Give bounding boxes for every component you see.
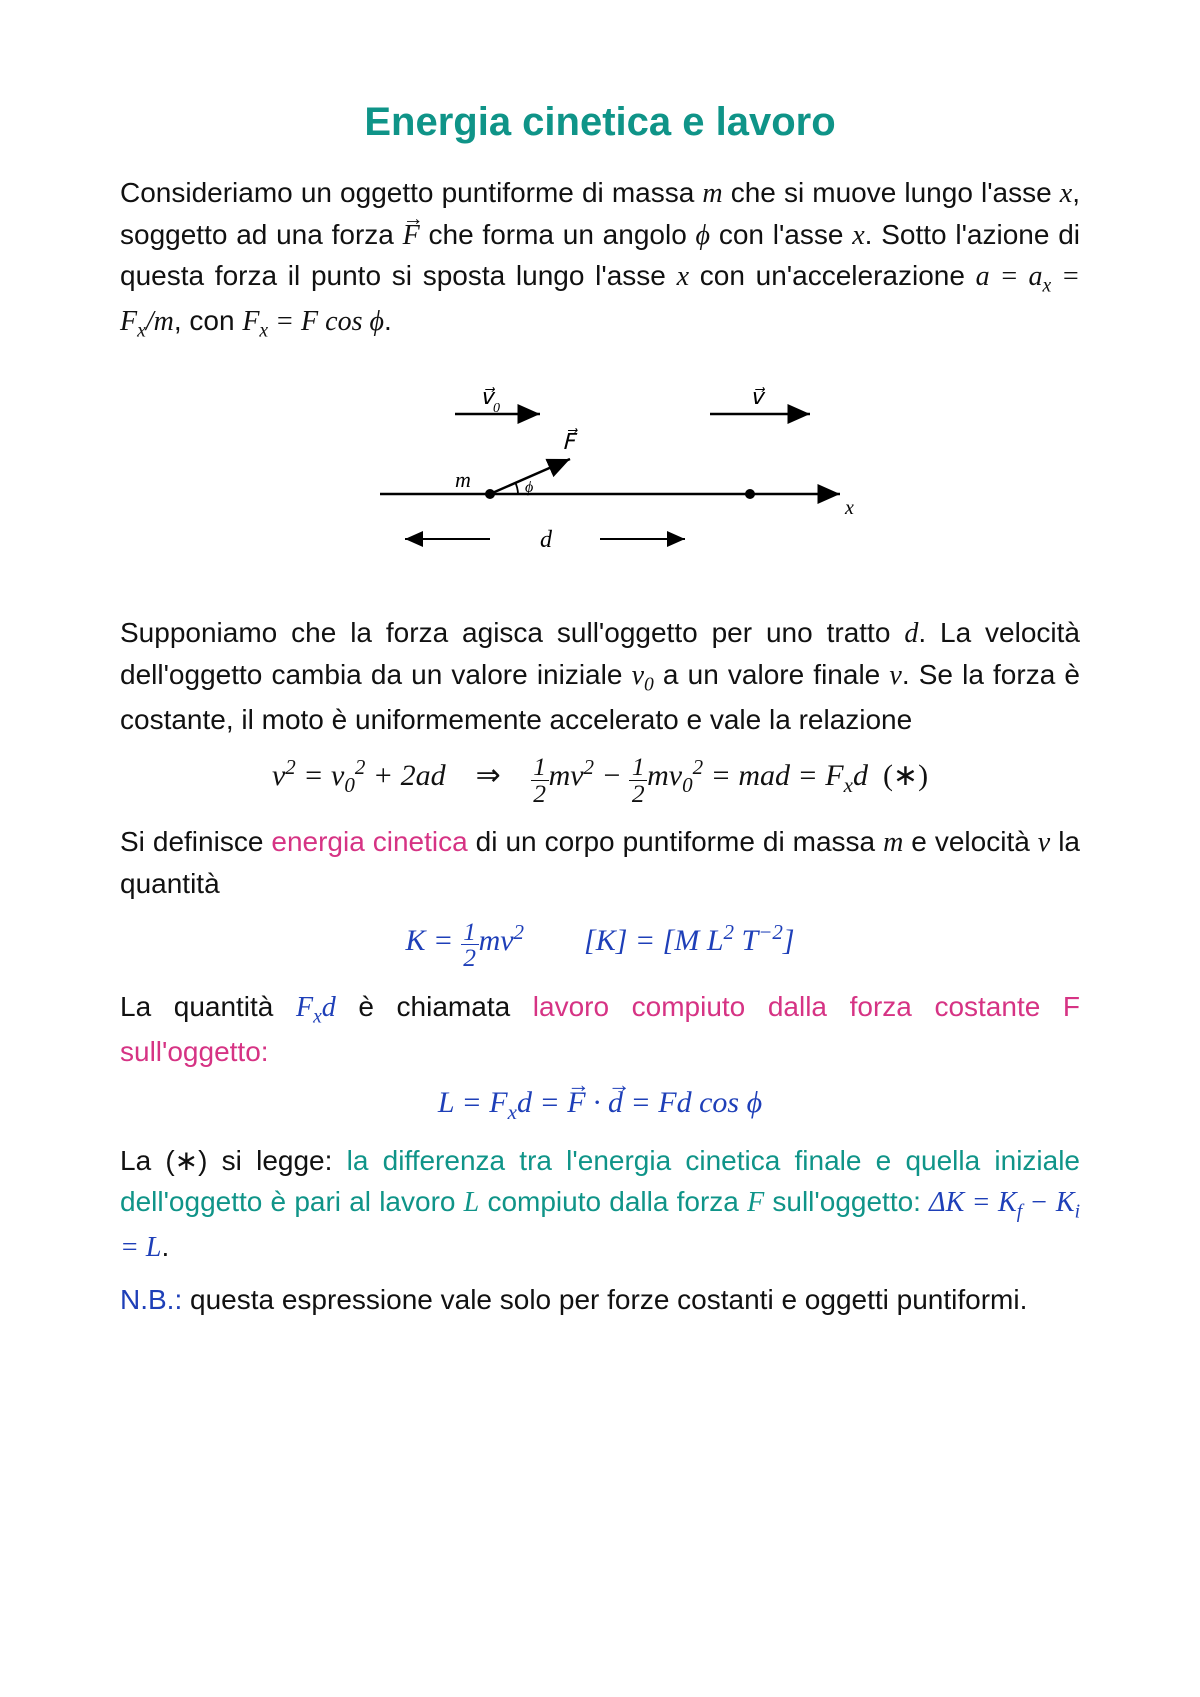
phi-label: ϕ [525,479,533,496]
m-label: m [455,467,471,492]
p1-F: F [403,216,420,257]
p4-t1: La quantità [120,991,296,1022]
p1-x1: x [1060,178,1072,209]
eq2-k: K = 12mv2 [405,924,524,957]
p1-eq2: Fx = F cos ϕ [242,306,384,337]
equation-kinetic-energy: K = 12mv2 [K] = [M L2 T−2] [120,919,1080,971]
p5-dot: . [161,1231,169,1262]
p1-x3: x [677,261,689,292]
angle-arc [515,482,518,494]
paragraph-4: La quantità Fxd è chiamata lavoro compiu… [120,987,1080,1073]
eq1-star: (∗) [883,759,928,792]
p1-t2: che si muove lungo l'asse [723,177,1060,208]
p3-t2: di un corpo puntiforme di massa [468,826,883,857]
p2-t1: Supponiamo che la forza agisca sull'ogge… [120,617,904,648]
p2-d: d [904,618,918,649]
page-title: Energia cinetica e lavoro [120,100,1080,145]
physics-page: Energia cinetica e lavoro Consideriamo u… [0,0,1200,1697]
term-energia-cinetica: energia cinetica [271,826,467,857]
p4-fxd: Fxd [296,992,336,1023]
eq1-arrow: ⇒ [476,759,501,792]
equation-kinematics: v2 = v02 + 2ad ⇒ 12mv2 − 12mv02 = mad = … [120,754,1080,806]
paragraph-3: Si definisce energia cinetica di un corp… [120,822,1080,904]
force-label: F⃗ [562,428,579,454]
p1-t5: con l'asse [710,219,852,250]
v-label: v⃗ [750,384,766,409]
p1-t7: con un'accelerazione [689,260,976,291]
nb-label: N.B.: [120,1284,182,1315]
paragraph-5: La (∗) si legge: la differenza tra l'ene… [120,1141,1080,1268]
eq2-dim: [K] = [M L2 T−2] [584,924,795,957]
d-label: d [540,527,553,553]
p1-t9: . [384,305,392,336]
p1-t4: che forma un angolo [420,219,696,250]
p2-v: v [889,660,901,691]
p3-v: v [1038,827,1050,858]
x-label: x [844,497,854,519]
eq1-rhs: 12mv2 − 12mv02 = mad = Fxd [531,759,868,792]
equation-work: L = Fxd = F · d = Fd cos ϕ [120,1086,1080,1125]
paragraph-6: N.B.: questa espressione vale solo per f… [120,1280,1080,1321]
p3-t1: Si definisce [120,826,271,857]
p1-x2: x [852,220,864,251]
p5-L: L [464,1187,480,1218]
p5-t1: La (∗) si legge: [120,1145,347,1176]
p1-phi: ϕ [696,220,711,251]
v0-label: v⃗0 [480,384,500,416]
p6-t: questa espressione vale solo per forze c… [182,1284,1027,1315]
mass-point-final [745,489,755,499]
force-diagram: x m v⃗0 v⃗ F⃗ ϕ d [120,374,1080,579]
p5-teal2: compiuto dalla forza [479,1186,747,1217]
paragraph-1: Consideriamo un oggetto puntiforme di ma… [120,173,1080,346]
p2-v0: v0 [632,660,654,691]
p3-t3: e velocità [903,826,1037,857]
p2-t3: a un valore finale [654,659,890,690]
p5-teal3: sull'oggetto: [764,1186,929,1217]
paragraph-2: Supponiamo che la forza agisca sull'ogge… [120,613,1080,740]
p4-t2: è chiamata [336,991,533,1022]
eq3-text: L = Fxd = F · d = Fd cos ϕ [438,1086,762,1119]
eq1-lhs: v2 = v02 + 2ad [272,759,446,792]
diagram-svg: x m v⃗0 v⃗ F⃗ ϕ d [340,374,860,574]
p5-F: F [747,1187,764,1218]
p1-m: m [702,178,722,209]
p1-t8: , con [174,305,242,336]
p3-m: m [883,827,903,858]
